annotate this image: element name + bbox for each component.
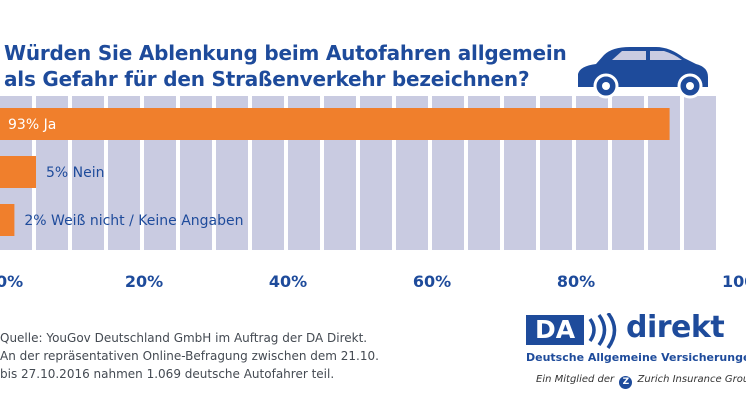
x-tick-label: 100%	[722, 272, 746, 291]
x-tick-label: 0%	[0, 272, 23, 291]
source-line-1: Quelle: YouGov Deutschland GmbH im Auftr…	[0, 331, 368, 345]
bar-label: 2% Weiß nicht / Keine Angaben	[24, 213, 243, 229]
logo-word: direkt	[626, 310, 725, 345]
bar-chart: 93% Ja 5% Nein 2% Weiß nicht / Keine Angab…	[0, 47, 746, 291]
logo-member-line: Ein Mitglied der Z Zurich Insurance Grou…	[536, 374, 746, 389]
bar	[0, 108, 670, 140]
logo-subtitle: Deutsche Allgemeine Versicherungen	[526, 351, 746, 364]
member-group: Zurich Insurance Group	[637, 374, 746, 385]
source-note: Quelle: YouGov Deutschland GmbH im Auftr…	[0, 329, 379, 383]
bar-label: 93% Ja	[8, 117, 56, 133]
chart-title: Würden Sie Ablenkung beim Autofahren all…	[4, 40, 567, 92]
x-tick-label: 80%	[557, 272, 595, 291]
signal-waves-icon	[588, 313, 617, 349]
x-tick-label: 40%	[269, 272, 307, 291]
bars	[0, 108, 670, 236]
source-line-2: An der repräsentativen Online-Befragung …	[0, 349, 379, 363]
car-icon	[578, 47, 708, 99]
member-prefix: Ein Mitglied der	[536, 374, 615, 385]
bar-label: 5% Nein	[46, 165, 105, 181]
title-line-2: als Gefahr für den Straßenverkehr bezeic…	[4, 67, 530, 91]
source-line-3: bis 27.10.2016 nahmen 1.069 deutsche Aut…	[0, 367, 335, 381]
logo-da: DA	[526, 315, 584, 345]
zurich-z-icon: Z	[619, 376, 633, 389]
x-tick-labels: 0% 20% 40% 60% 80% 100%	[0, 272, 746, 291]
x-tick-label: 20%	[125, 272, 163, 291]
x-tick-label: 60%	[413, 272, 451, 291]
bar	[0, 156, 36, 188]
bar-labels: 93% Ja 5% Nein 2% Weiß nicht / Keine Angab…	[8, 117, 244, 229]
da-direkt-logo: DA direkt Deutsche Allgemeine Versicheru…	[522, 310, 746, 419]
title-line-1: Würden Sie Ablenkung beim Autofahren all…	[4, 41, 567, 65]
bar	[0, 204, 15, 236]
background-column	[684, 96, 716, 250]
